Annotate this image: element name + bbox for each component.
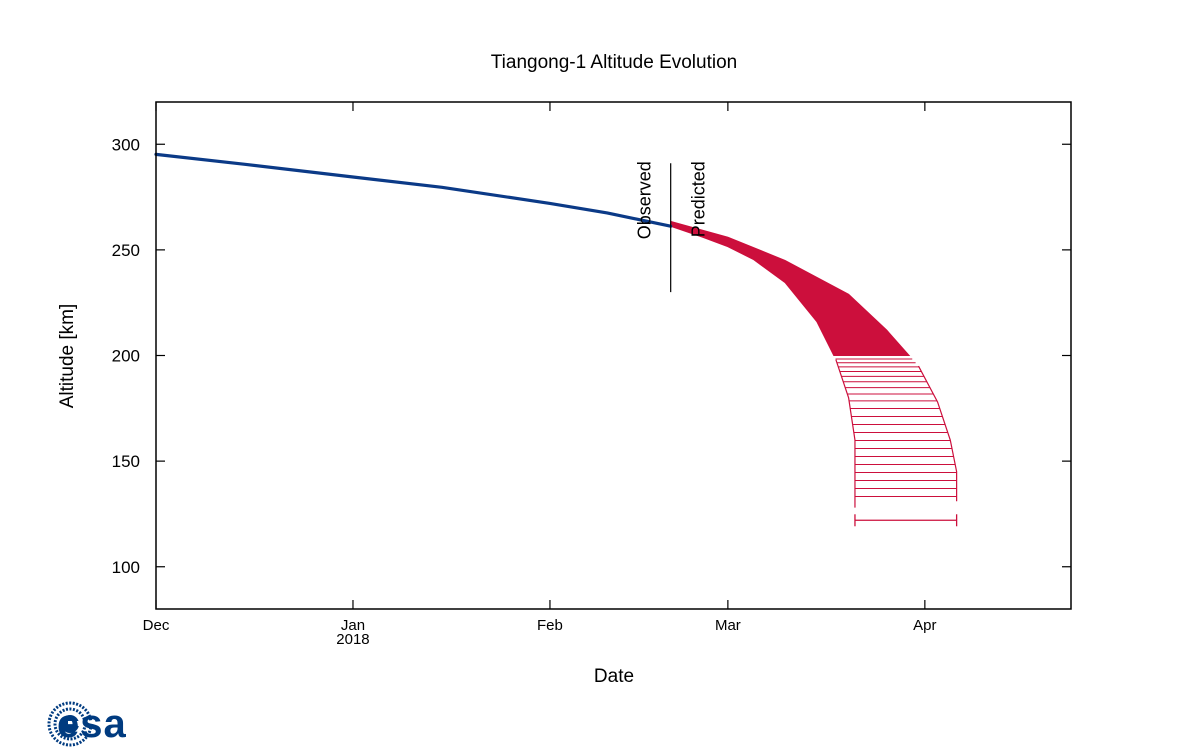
predicted-label-group: Predicted [689,161,709,237]
x-tick-label: Mar [715,617,741,634]
y-tick-label: 300 [112,135,140,154]
y-tick-label: 150 [112,452,140,471]
y-tick-label: 250 [112,241,140,260]
y-axis-label-group: Altitude [km] [57,304,78,409]
esa-logo-text: esa [57,702,127,746]
x-tick-label: Feb [537,617,563,634]
plot-area [154,152,958,527]
predicted-band [670,220,911,356]
observed-line [154,152,673,228]
y-tick-label: 200 [112,347,140,366]
x-tick-label: Jan [341,617,365,634]
y-axis-label: Altitude [km] [57,304,78,409]
esa-logo-icon [47,701,96,747]
chart-title: Tiangong-1 Altitude Evolution [491,52,737,73]
predicted-earliest-edge [835,359,856,508]
observed-label-group: Observed [635,161,655,239]
y-tick-label: 100 [112,558,140,577]
observed-label: Observed [635,161,655,239]
x-tick-label: Dec [143,617,170,634]
plot-frame [155,101,1072,610]
predicted-label: Predicted [689,161,709,237]
annotations: Observed Predicted [635,161,709,293]
x-tick-label: Apr [913,617,936,634]
x-axis-label: Date [594,666,634,687]
x-tick-sublabel: 2018 [336,631,369,648]
predicted-latest-edge [917,365,958,502]
